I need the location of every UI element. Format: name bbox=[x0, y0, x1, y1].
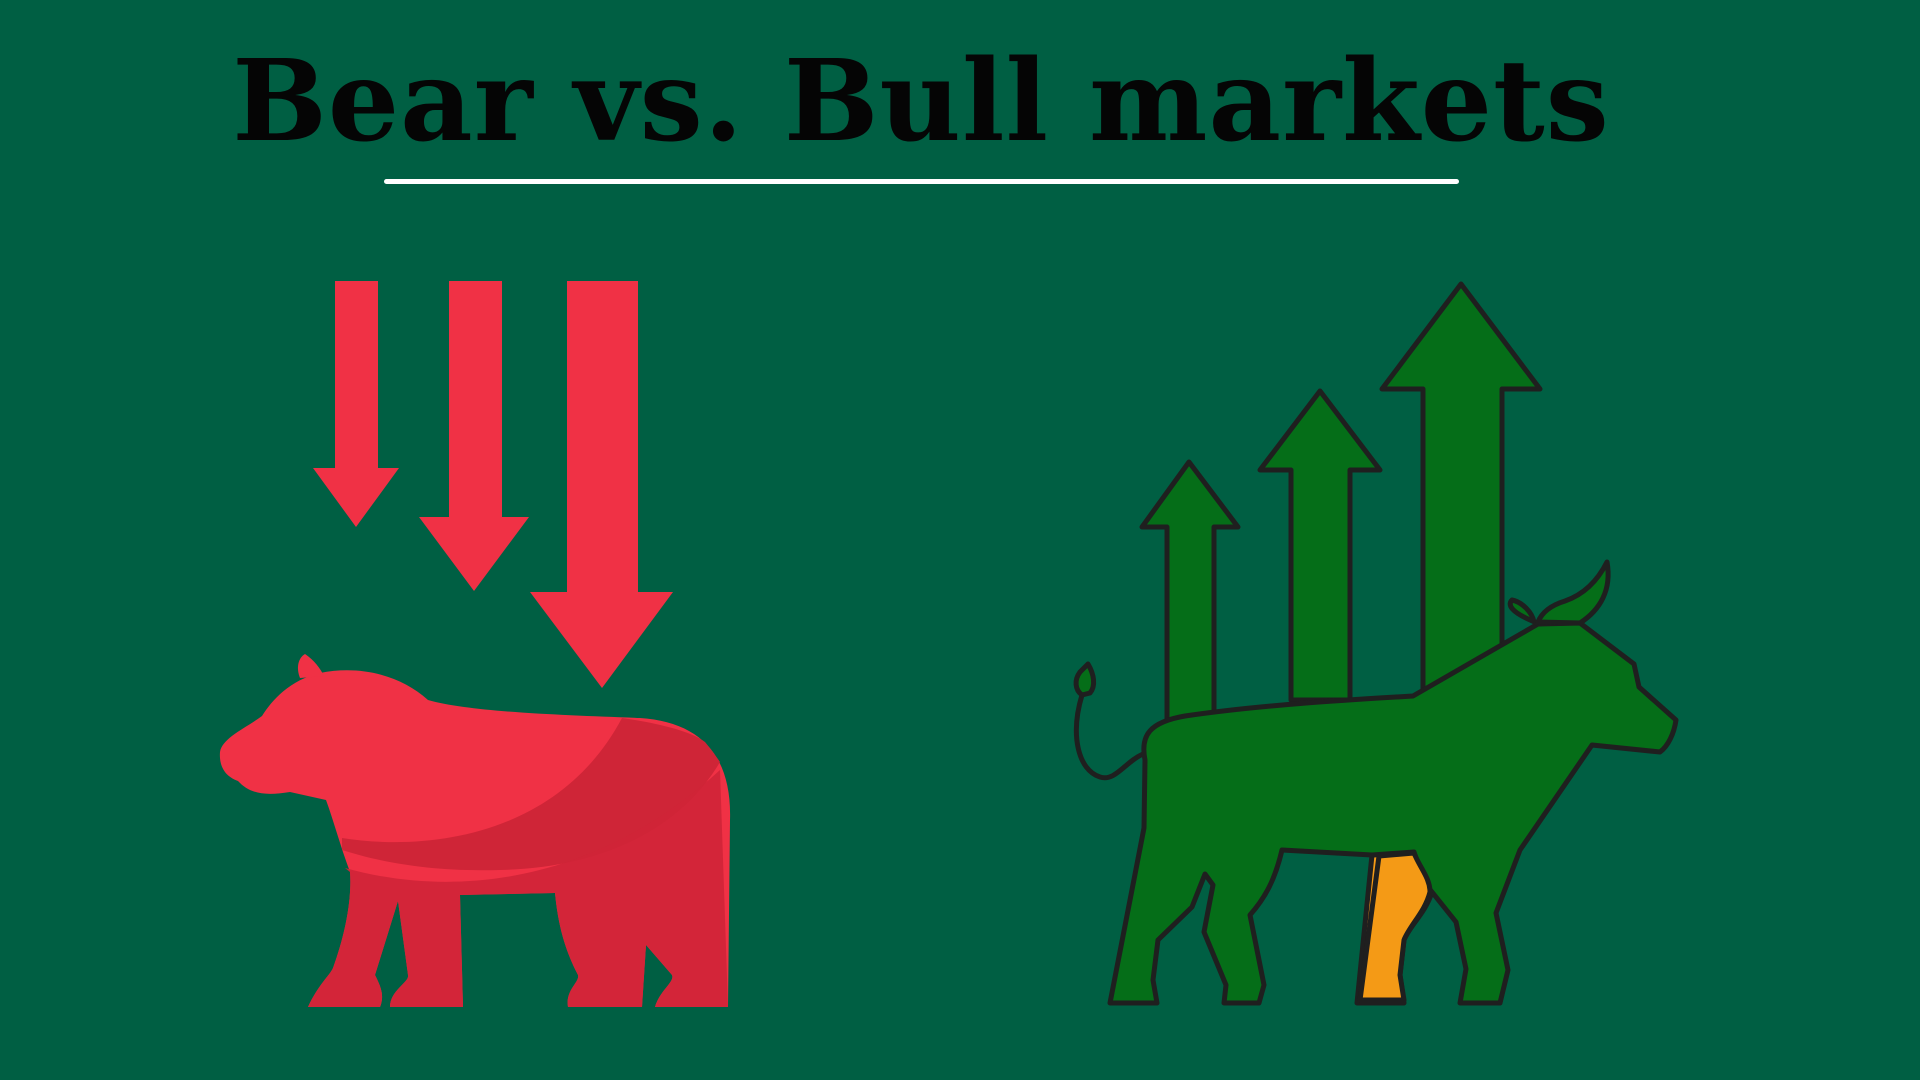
bull-icon bbox=[1073, 559, 1679, 1006]
bear-arrows bbox=[313, 281, 673, 688]
down-arrow-icon bbox=[313, 281, 399, 527]
down-arrow-icon bbox=[530, 281, 673, 688]
up-arrow-icon bbox=[1139, 459, 1241, 723]
page-title: Bear vs. Bull markets bbox=[232, 36, 1610, 167]
title-underline bbox=[384, 179, 1459, 184]
bear-icon bbox=[219, 654, 731, 1007]
down-arrow-icon bbox=[419, 281, 529, 591]
up-arrow-icon bbox=[1257, 388, 1383, 703]
